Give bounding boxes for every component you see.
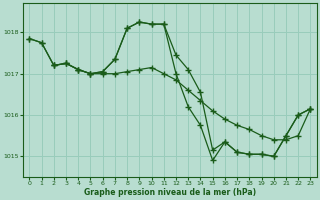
X-axis label: Graphe pression niveau de la mer (hPa): Graphe pression niveau de la mer (hPa) bbox=[84, 188, 256, 197]
